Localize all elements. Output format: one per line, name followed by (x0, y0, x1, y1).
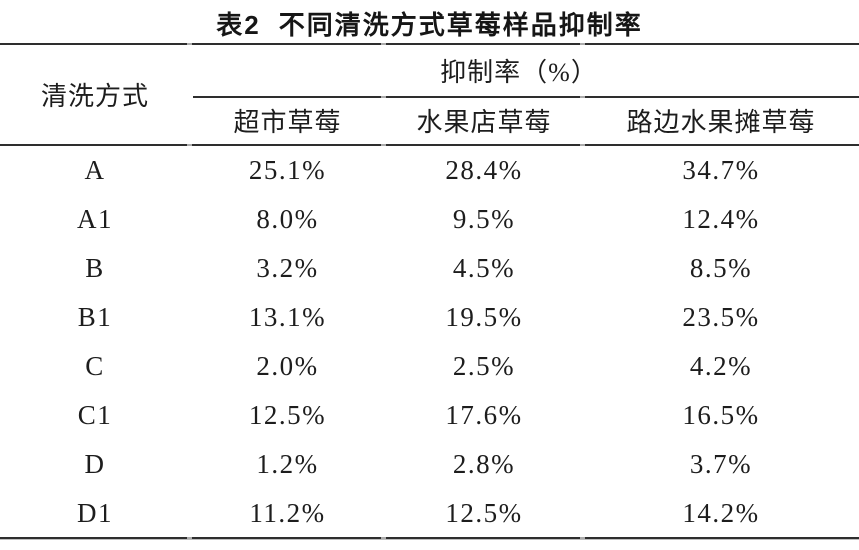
inhibition-value-cell: 2.5% (452, 351, 516, 381)
table-row: D1 11.2% 12.5% 14.2% (0, 489, 859, 538)
inhibition-value-cell: 4.2% (689, 351, 753, 381)
inhibition-value-cell: 2.8% (452, 449, 516, 479)
method-cell: A (84, 155, 106, 185)
spanner-rule (193, 96, 859, 98)
inhibition-value-cell: 28.4% (445, 155, 523, 185)
inhibition-value-cell: 19.5% (445, 302, 523, 332)
table-top-rule (0, 43, 859, 45)
subheader-row: 超市草莓 水果店草莓 路边水果摊草莓 (0, 97, 859, 144)
table-bottom-rule (0, 537, 859, 540)
subheader-empty (0, 97, 190, 144)
inhibition-value-cell: 16.5% (682, 400, 760, 430)
method-cell: B (85, 253, 105, 283)
inhibition-value-cell: 2.0% (256, 351, 319, 381)
table-row: B1 13.1% 19.5% 23.5% (0, 293, 859, 342)
table-number: 表2 (216, 10, 261, 40)
table-body: A 25.1% 28.4% 34.7% A1 8.0% 9.5% 12.4% B 3.2% 4.5%… (0, 146, 859, 538)
method-cell: C (85, 351, 105, 381)
inhibition-value-cell: 8.0% (256, 204, 319, 234)
inhibition-value-cell: 25.1% (248, 155, 327, 185)
inhibition-value-cell: 17.6% (445, 400, 523, 430)
subheader-fruit-shop: 水果店草莓 (416, 108, 552, 137)
inhibition-value-cell: 3.2% (256, 253, 319, 283)
inhibition-value-cell: 14.2% (682, 498, 760, 528)
method-cell: C1 (77, 400, 113, 430)
table-row: A1 8.0% 9.5% 12.4% (0, 195, 859, 244)
method-cell: B1 (77, 302, 113, 332)
inhibition-value-cell: 34.7% (682, 155, 760, 185)
inhibition-value-cell: 12.5% (445, 498, 523, 528)
subheader-roadside-stand: 路边水果摊草莓 (626, 108, 816, 137)
table-row: D 1.2% 2.8% 3.7% (0, 440, 859, 489)
inhibition-value-cell: 12.4% (682, 204, 760, 234)
method-cell: D (84, 449, 106, 479)
table-title: 表2 不同清洗方式草莓样品抑制率 (0, 5, 859, 42)
table-row: C1 12.5% 17.6% 16.5% (0, 391, 859, 440)
subheader-supermarket: 超市草莓 (233, 108, 342, 137)
inhibition-value-cell: 11.2% (249, 498, 326, 528)
table-row: C 2.0% 2.5% 4.2% (0, 342, 859, 391)
inhibition-value-cell: 9.5% (452, 204, 516, 234)
table-title-text: 不同清洗方式草莓样品抑制率 (278, 10, 643, 40)
inhibition-value-cell: 12.5% (248, 400, 327, 430)
table-row: A 25.1% 28.4% 34.7% (0, 146, 859, 195)
inhibition-value-cell: 23.5% (682, 302, 760, 332)
method-cell: D1 (77, 498, 113, 528)
inhibition-value-cell: 1.2% (256, 449, 319, 479)
table-row: B 3.2% 4.5% 8.5% (0, 244, 859, 293)
column-header-wash-method: 清洗方式 (40, 81, 149, 111)
inhibition-value-cell: 3.7% (689, 449, 753, 479)
column-header-inhibition-rate: 抑制率（%） (440, 57, 598, 87)
inhibition-value-cell: 13.1% (248, 302, 327, 332)
inhibition-value-cell: 8.5% (689, 253, 753, 283)
method-cell: A1 (77, 204, 113, 234)
inhibition-value-cell: 4.5% (452, 253, 516, 283)
header-bottom-rule (0, 144, 859, 146)
